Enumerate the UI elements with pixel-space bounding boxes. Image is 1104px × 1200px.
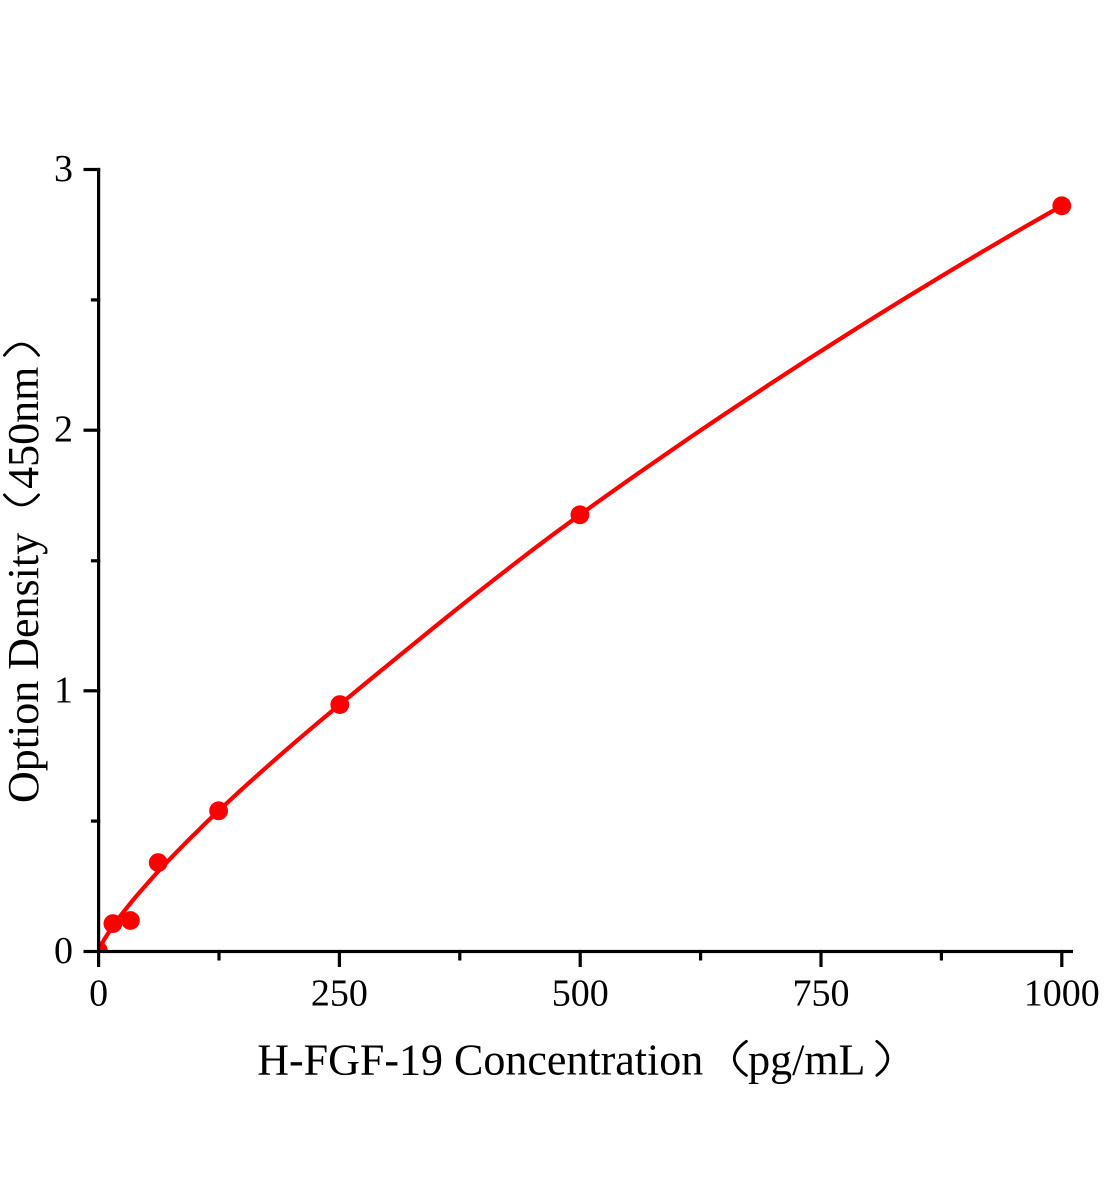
svg-text:500: 500 <box>552 973 609 1015</box>
svg-text:750: 750 <box>793 973 850 1015</box>
svg-text:3: 3 <box>54 148 73 190</box>
svg-text:2: 2 <box>54 409 73 451</box>
svg-text:pg/mL: pg/mL <box>748 1036 865 1085</box>
svg-text:250: 250 <box>311 973 368 1015</box>
svg-text:1000: 1000 <box>1024 973 1100 1015</box>
svg-text:450nm: 450nm <box>0 367 48 489</box>
svg-text:Option Density: Option Density <box>0 533 48 803</box>
svg-text:H-FGF-19 Concentration: H-FGF-19 Concentration <box>257 1036 703 1085</box>
svg-text:0: 0 <box>89 973 108 1015</box>
svg-text:1: 1 <box>54 669 73 711</box>
svg-text:0: 0 <box>54 930 73 972</box>
